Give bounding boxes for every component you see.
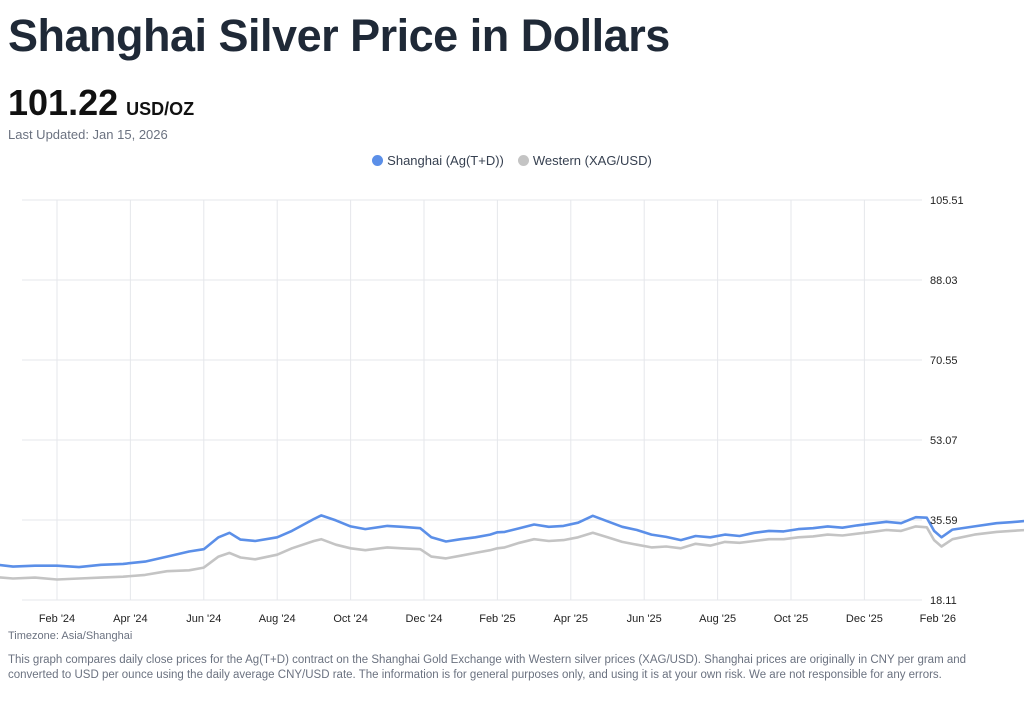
x-tick-label: Aug '25 [699,613,736,625]
x-tick-label: Jun '24 [186,613,221,625]
timezone-label: Timezone: Asia/Shanghai [8,630,133,642]
legend-label-shanghai: Shanghai (Ag(T+D)) [387,153,504,168]
western-legend-dot-icon [517,155,529,166]
y-tick-label: 35.59 [930,515,958,527]
y-tick-label: 88.03 [930,275,958,287]
shanghai-series-line[interactable] [0,220,1024,569]
y-tick-label: 18.11 [930,595,957,607]
western-series-line[interactable] [0,269,1024,581]
x-tick-label: Oct '25 [774,613,809,625]
last-updated: Last Updated: Jan 15, 2026 [8,127,168,142]
price-chart[interactable]: 105.51 88.03 70.55 53.07 35.59 18.11 Feb '24 Ap… [0,180,1024,630]
y-tick-label: 105.51 [930,195,964,207]
y-tick-label: 53.07 [930,435,958,447]
x-tick-label: Feb '24 [39,613,75,625]
chart-legend: Shanghai (Ag(T+D)) Western (XAG/USD) [0,153,1024,168]
x-tick-label: Apr '24 [113,613,148,625]
legend-label-western: Western (XAG/USD) [532,153,652,168]
x-tick-label: Apr '25 [554,613,589,625]
x-tick-label: Feb '26 [920,613,956,625]
price-display: 101.22 USD/OZ [8,82,194,124]
page-title: Shanghai Silver Price in Dollars [8,10,670,61]
x-tick-label: Oct '24 [333,613,368,625]
price-unit: USD/OZ [126,99,195,119]
legend-item-western[interactable]: Western (XAG/USD) [517,153,652,168]
legend-item-shanghai[interactable]: Shanghai (Ag(T+D)) [372,153,504,168]
x-tick-label: Feb '25 [479,613,515,625]
shanghai-legend-dot-icon [372,155,384,166]
x-tick-label: Dec '24 [406,613,443,625]
current-price: 101.22 [8,82,119,123]
disclaimer-note: This graph compares daily close prices f… [8,654,967,681]
x-tick-label: Jun '25 [627,613,662,625]
x-tick-label: Dec '25 [846,613,883,625]
y-tick-label: 70.55 [930,355,958,367]
x-tick-label: Aug '24 [259,613,296,625]
